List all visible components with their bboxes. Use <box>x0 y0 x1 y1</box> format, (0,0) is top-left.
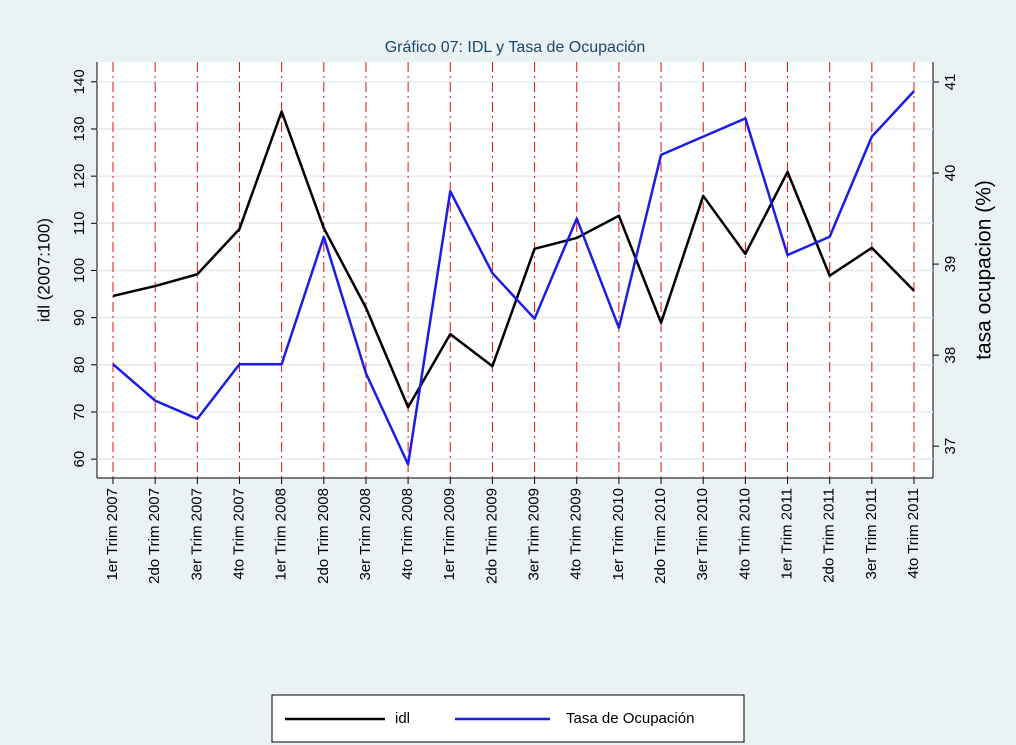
x-tick-label: 1er Trim 2009 <box>441 488 458 581</box>
x-tick-label: 2do Trim 2010 <box>652 488 669 584</box>
legend-label: Tasa de Ocupación <box>566 710 694 727</box>
y-tick-label: 140 <box>71 69 88 94</box>
x-tick-label: 2do Trim 2009 <box>483 488 500 584</box>
legend-label: idl <box>395 710 410 727</box>
x-tick-label: 1er Trim 2008 <box>273 488 290 581</box>
x-tick-label: 2do Trim 2007 <box>146 488 163 584</box>
y-tick-label: 100 <box>71 258 88 283</box>
chart-title: Gráfico 07: IDL y Tasa de Ocupación <box>385 39 646 56</box>
x-tick-label: 1er Trim 2011 <box>778 488 795 579</box>
x-tick-label: 3er Trim 2010 <box>694 488 711 581</box>
y-tick-label: 110 <box>71 211 88 235</box>
x-tick-label: 1er Trim 2007 <box>104 488 121 581</box>
series-line <box>112 90 915 466</box>
y2-tick-label: 41 <box>942 74 959 91</box>
x-tick-label: 3er Trim 2011 <box>863 488 880 579</box>
x-tick-label: 4to Trim 2007 <box>230 488 247 580</box>
x-tick-label: 4to Trim 2008 <box>399 488 416 580</box>
y2-tick-label: 40 <box>942 165 959 182</box>
y2-tick-label: 38 <box>942 347 959 364</box>
y-tick-label: 60 <box>71 451 88 468</box>
y-tick-label: 120 <box>71 164 88 189</box>
x-tick-label: 3er Trim 2007 <box>188 488 205 581</box>
y-tick-label: 80 <box>71 356 88 373</box>
x-tick-label: 2do Trim 2008 <box>315 488 332 584</box>
x-tick-label: 4to Trim 2009 <box>568 488 585 580</box>
x-tick-label: 1er Trim 2010 <box>610 488 627 581</box>
x-tick-label: 4to Trim 2011 <box>905 488 922 579</box>
y-axis-label: idl (2007:100) <box>34 218 53 322</box>
y-tick-label: 70 <box>71 404 88 421</box>
y2-tick-label: 39 <box>942 256 959 273</box>
y2-axis-label: tasa ocupacion (%) <box>973 180 996 360</box>
x-tick-label: 2do Trim 2011 <box>821 488 838 583</box>
x-tick-label: 3er Trim 2008 <box>357 488 374 581</box>
x-tick-label: 4to Trim 2010 <box>736 488 753 580</box>
y2-tick-label: 37 <box>942 438 959 455</box>
x-tick-label: 3er Trim 2009 <box>526 488 543 581</box>
y-tick-label: 90 <box>71 309 88 326</box>
y-tick-label: 130 <box>71 116 88 141</box>
series-line <box>112 110 915 409</box>
